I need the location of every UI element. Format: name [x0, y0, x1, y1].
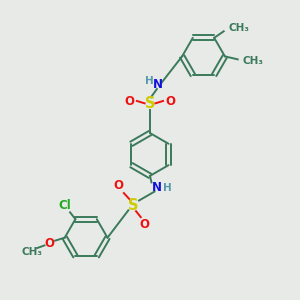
Text: O: O [124, 95, 134, 108]
Text: O: O [166, 95, 176, 108]
Text: CH₃: CH₃ [243, 56, 264, 66]
Text: H: H [163, 183, 171, 193]
Text: N: N [152, 78, 162, 91]
Text: H: H [145, 76, 154, 86]
Text: O: O [140, 218, 150, 231]
Text: O: O [114, 179, 124, 193]
Text: N: N [152, 181, 162, 194]
Text: Cl: Cl [58, 199, 71, 212]
Text: CH₃: CH₃ [228, 23, 249, 33]
Text: S: S [128, 198, 139, 213]
Text: S: S [145, 96, 155, 111]
Text: O: O [44, 236, 54, 250]
Text: CH₃: CH₃ [22, 247, 43, 257]
